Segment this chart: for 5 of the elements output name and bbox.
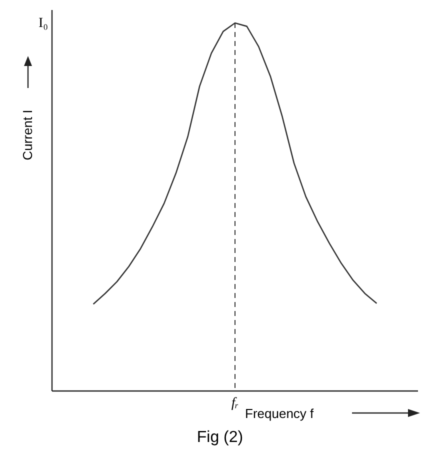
x-axis-title: Frequency f [245,406,314,421]
text: fᵣ [231,396,239,411]
y-axis-title: Current I [20,110,35,160]
text: Fig (2) [196,429,244,446]
text: I₀ [38,16,48,31]
